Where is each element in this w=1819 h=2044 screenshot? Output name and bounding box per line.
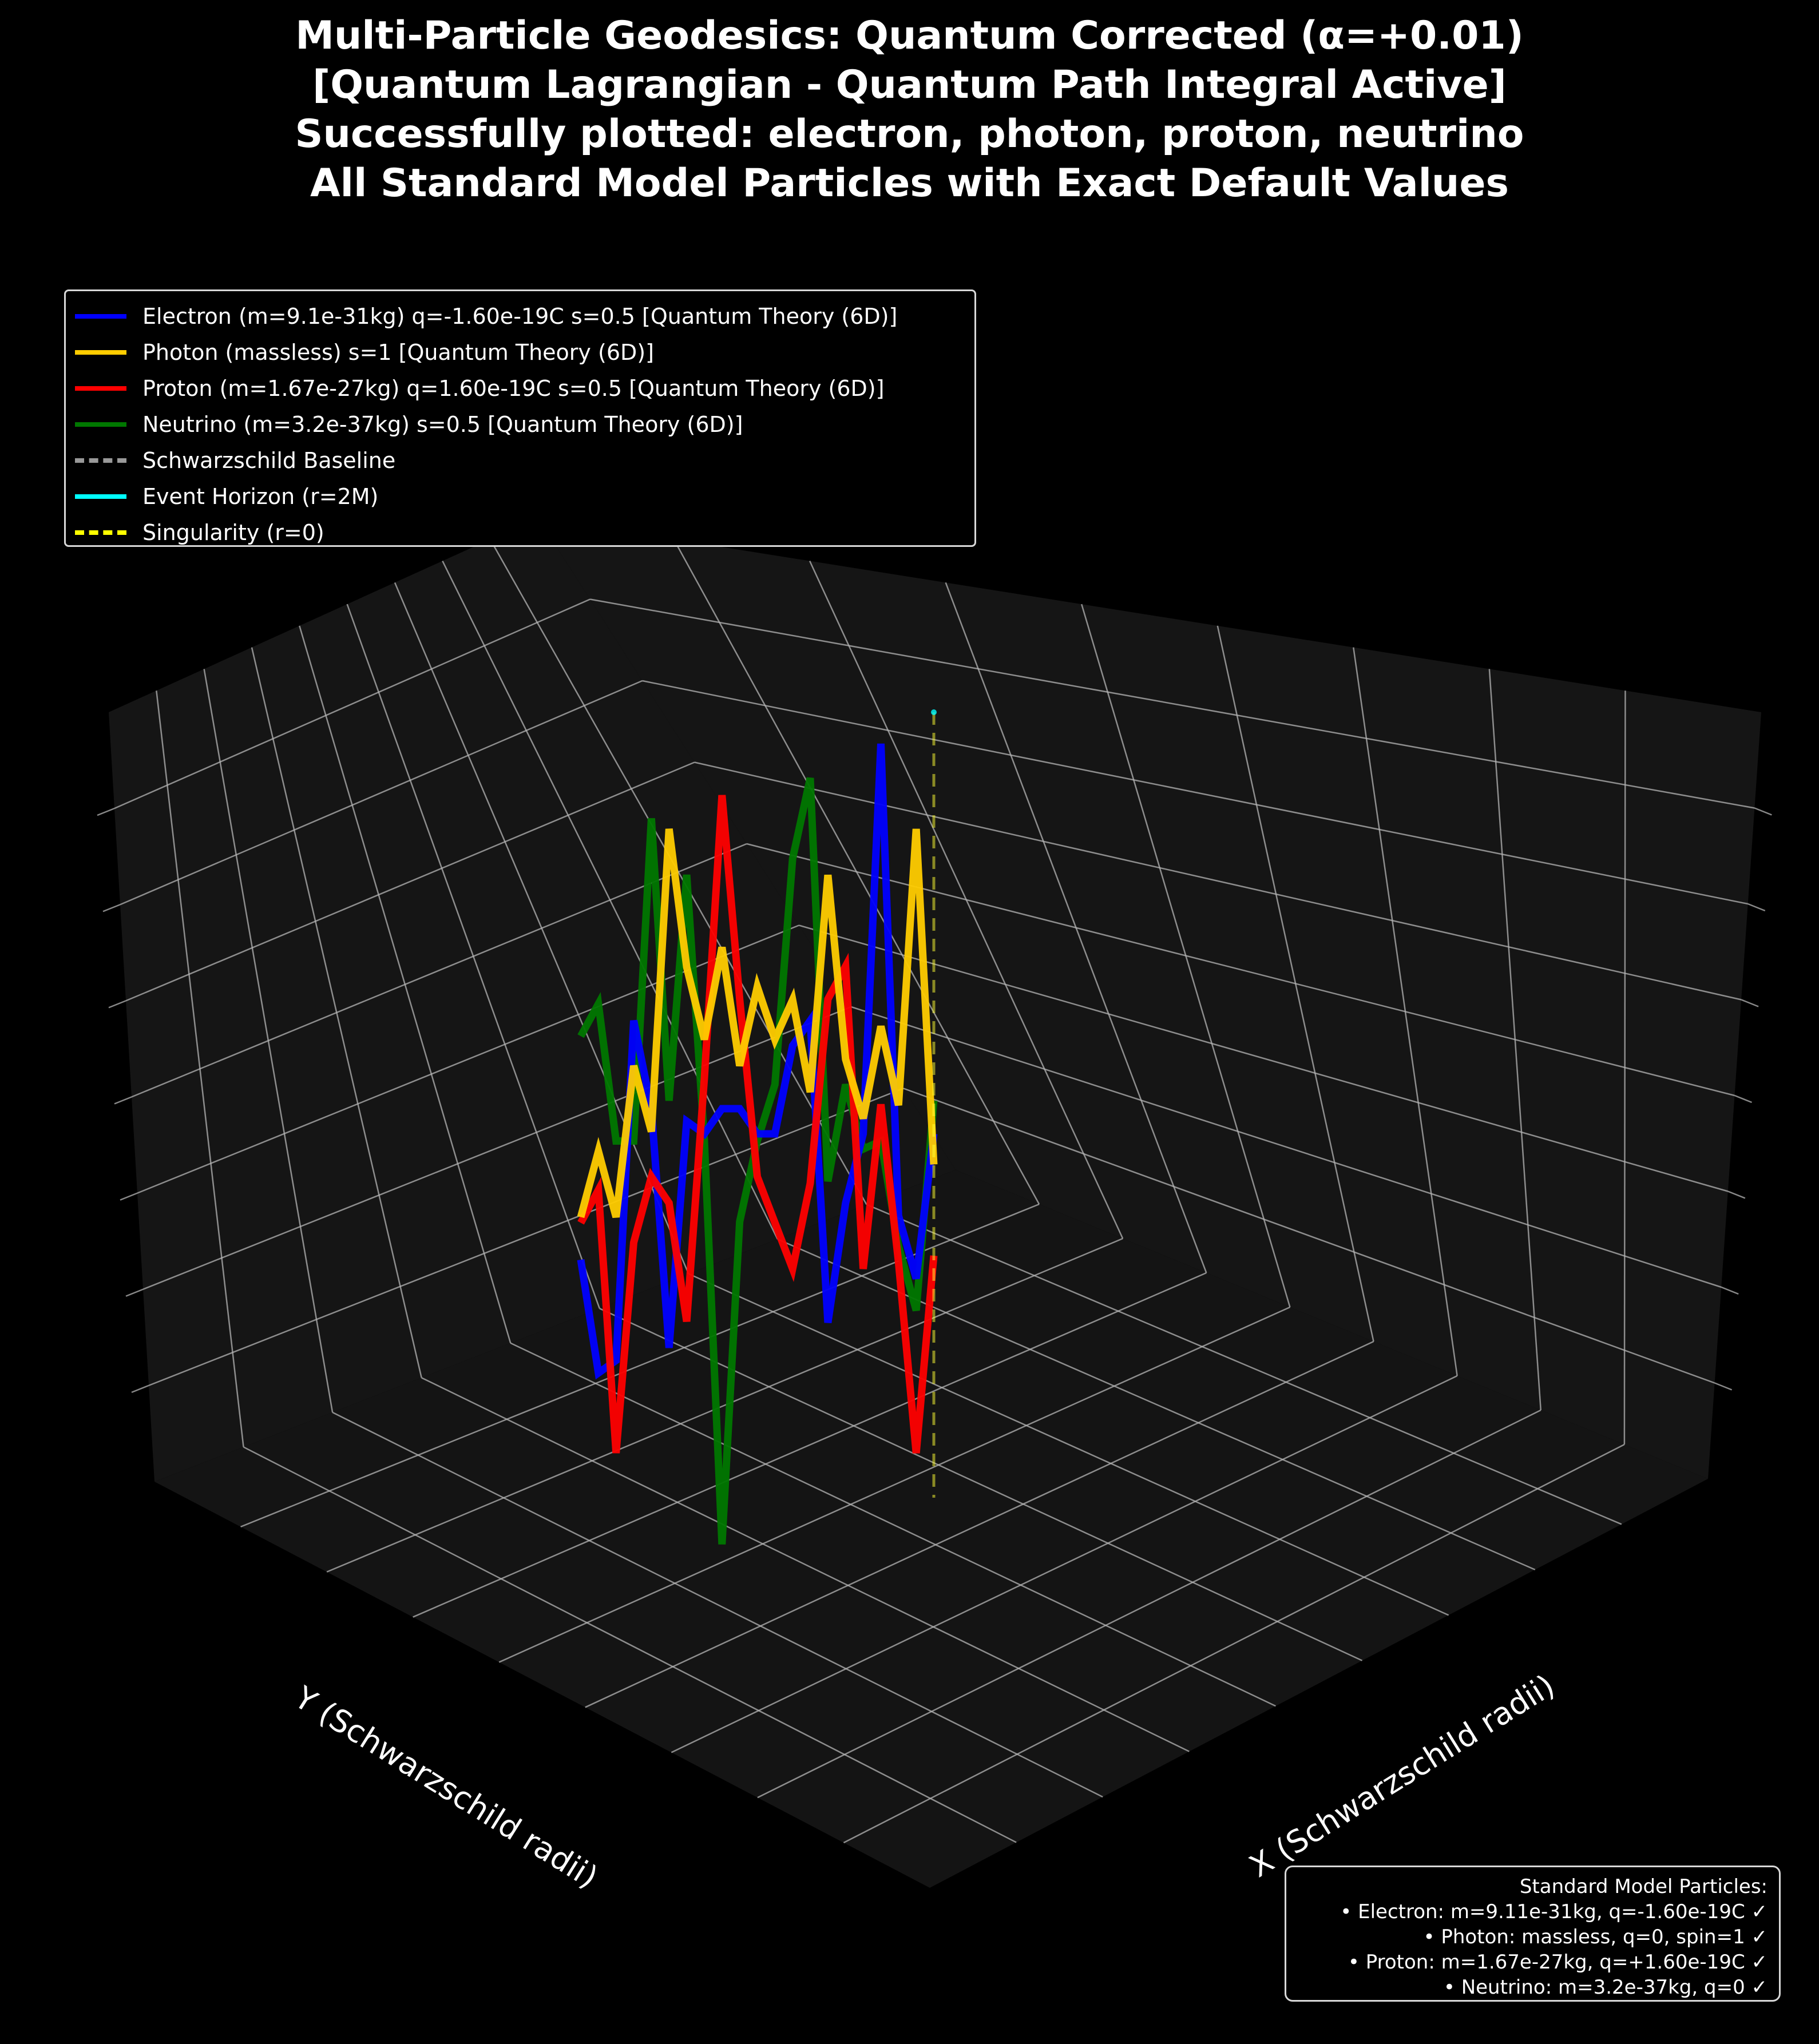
title-line-4: All Standard Model Particles with Exact … xyxy=(310,161,1509,206)
tick-mark xyxy=(97,807,115,816)
grid-line xyxy=(671,1375,1458,1753)
grid-line xyxy=(590,598,1755,809)
tick-mark xyxy=(108,1000,126,1009)
grid-line xyxy=(585,1340,1374,1708)
grid-line xyxy=(599,1308,1363,1661)
legend-swatch xyxy=(75,458,126,463)
axes-panes xyxy=(109,518,1761,1888)
floor-pane xyxy=(154,1170,1708,1888)
grid-line xyxy=(148,1088,904,1387)
legend-item: Electron (m=9.1e-31kg) q=-1.60e-19C s=0.… xyxy=(75,298,974,334)
info-box: Standard Model Particles: • Electron: m=… xyxy=(1285,1866,1781,2002)
title-line-2: [Quantum Lagrangian - Quantum Path Integ… xyxy=(312,62,1507,108)
legend-label: Electron (m=9.1e-31kg) q=-1.60e-19C s=0.… xyxy=(142,303,898,329)
grid-line xyxy=(694,761,1742,1001)
info-line-neutrino: • Neutrino: m=3.2e-37kg, q=0 ✓ xyxy=(1443,1976,1768,1999)
grid-line xyxy=(866,1204,1622,1525)
grid-line xyxy=(757,1409,1541,1799)
legend: Electron (m=9.1e-31kg) q=-1.60e-19C s=0.… xyxy=(64,289,976,547)
tick-mark xyxy=(102,904,121,912)
grid-lines xyxy=(97,539,1772,1844)
legend-item: Neutrino (m=3.2e-37kg) s=0.5 [Quantum Th… xyxy=(75,406,974,442)
info-line-photon: • Photon: massless, q=0, spin=1 ✓ xyxy=(1423,1926,1768,1948)
legend-swatch xyxy=(75,422,126,427)
legend-item: Photon (massless) s=1 [Quantum Theory (6… xyxy=(75,334,974,370)
tick-mark xyxy=(120,1192,138,1201)
grid-line xyxy=(843,1443,1625,1844)
right-back-pane xyxy=(538,518,1761,1479)
info-box-title: Standard Model Particles: xyxy=(1519,1875,1768,1898)
tick-mark xyxy=(114,1096,132,1105)
grid-line xyxy=(413,1272,1207,1618)
legend-label: Event Horizon (r=2M) xyxy=(142,483,379,509)
series-line-photon xyxy=(577,828,938,1219)
grid-line xyxy=(421,1377,1190,1752)
legend-item: Proton (m=1.67e-27kg) q=1.60e-19C s=0.5 … xyxy=(75,370,974,406)
grid-line xyxy=(120,680,643,906)
grid-line xyxy=(243,1446,1017,1843)
grid-line xyxy=(332,1411,1103,1798)
legend-swatch xyxy=(75,494,126,499)
info-line-electron: • Electron: m=9.11e-31kg, q=-1.60e-19C ✓ xyxy=(1340,1900,1768,1923)
grid-line xyxy=(642,680,1748,905)
series-line-electron xyxy=(577,743,938,1380)
legend-item: Event Horizon (r=2M) xyxy=(75,478,974,514)
series-line-proton xyxy=(577,795,938,1454)
tick-mark xyxy=(1741,999,1759,1007)
grid-line xyxy=(851,1006,1722,1288)
legend-item: Singularity (r=0) xyxy=(75,514,974,550)
chart-title: Multi-Particle Geodesics: Quantum Correc… xyxy=(0,11,1819,208)
grid-line xyxy=(688,1273,1449,1616)
grid-line xyxy=(326,1237,1123,1573)
tick-mark xyxy=(1734,1094,1752,1104)
tick-mark xyxy=(131,1384,149,1394)
legend-label: Schwarzschild Baseline xyxy=(142,447,396,473)
title-line-3: Successfully plotted: electron, photon, … xyxy=(295,112,1524,157)
grid-line xyxy=(142,1006,851,1290)
legend-label: Neutrino (m=3.2e-37kg) s=0.5 [Quantum Th… xyxy=(142,411,743,437)
title-line-1: Multi-Particle Geodesics: Quantum Correc… xyxy=(295,13,1524,58)
event-horizon-marker xyxy=(931,709,937,715)
legend-swatch xyxy=(75,530,126,535)
legend-label: Proton (m=1.67e-27kg) q=1.60e-19C s=0.5 … xyxy=(142,375,885,401)
tick-mark xyxy=(1714,1382,1733,1391)
grid-line xyxy=(903,1088,1715,1384)
series-layer xyxy=(577,709,938,1545)
info-line-proton: • Proton: m=1.67e-27kg, q=+1.60e-19C ✓ xyxy=(1348,1951,1768,1974)
grid-line xyxy=(240,1203,1040,1528)
x-axis-label: X (Schwarzschild radii) xyxy=(1243,1668,1561,1885)
left-back-pane xyxy=(109,518,956,1482)
legend-swatch xyxy=(75,313,126,319)
tick-mark xyxy=(1747,903,1766,912)
tick-mark xyxy=(1721,1286,1739,1295)
legend-swatch xyxy=(75,386,126,391)
grid-line xyxy=(114,598,591,809)
tick-mark xyxy=(1754,807,1772,816)
grid-line xyxy=(798,924,1729,1192)
grid-line xyxy=(125,761,695,1002)
legend-item: Schwarzschild Baseline xyxy=(75,442,974,478)
y-axis-label: Y (Schwarzschild radii) xyxy=(288,1679,604,1895)
tick-mark xyxy=(1727,1190,1746,1199)
grid-line xyxy=(510,1342,1276,1707)
tick-mark xyxy=(125,1288,144,1297)
legend-label: Photon (massless) s=1 [Quantum Theory (6… xyxy=(142,339,654,365)
legend-swatch xyxy=(75,350,126,355)
grid-line xyxy=(498,1306,1290,1663)
legend-label: Singularity (r=0) xyxy=(142,519,324,545)
